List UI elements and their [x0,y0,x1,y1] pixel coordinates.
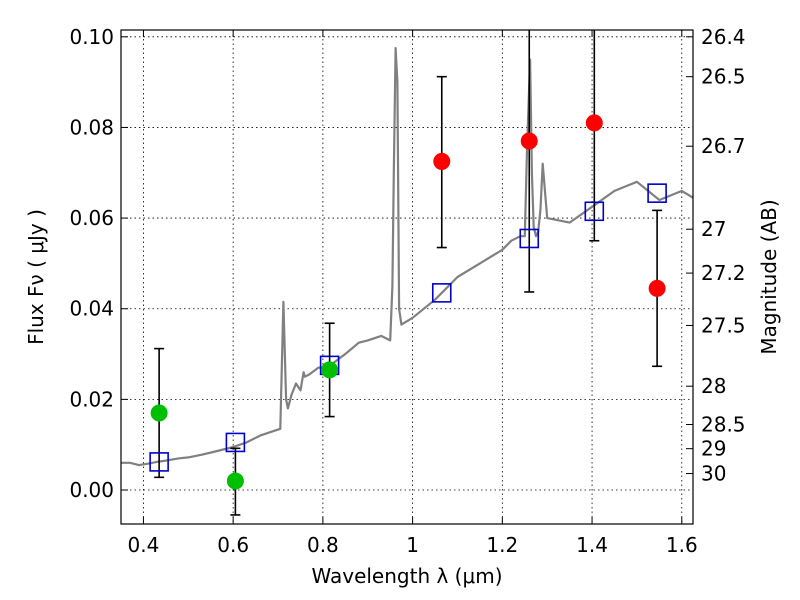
x-axis-label: Wavelength λ (μm) [311,564,502,588]
infrared-point [585,114,603,132]
model-point [431,283,452,303]
model-point [519,228,540,249]
model-point [149,452,169,472]
optical-point [321,361,339,379]
x-tick-label: 1 [406,533,419,557]
model-point [647,183,667,203]
x-tick-label: 1.4 [576,533,608,557]
error-bars [154,30,663,516]
y-tick-label: 0.08 [69,115,114,139]
x-tick-label: 0.8 [307,533,339,557]
spectrum-series [121,47,694,467]
y-tick-label: 0.00 [69,478,114,502]
x-tick-label: 0.4 [128,533,160,557]
infrared-point [648,279,666,297]
y-tick-label: 0.04 [69,297,114,321]
plot-frame [120,29,694,525]
spectrum-line [121,47,694,467]
y-axis-label: Flux Fν ( μJy ) [24,209,48,345]
right-axis-label: Magnitude (AB) [757,199,781,354]
y-tick-label: 0.02 [69,387,114,411]
mag-tick-label: 26.4 [701,25,746,49]
mag-tick-label: 27.2 [701,261,746,285]
x-tick-label: 0.6 [217,533,249,557]
mag-tick-label: 30 [701,462,726,486]
optical-point [150,404,168,422]
mag-tick-label: 28.5 [701,413,746,437]
data-markers [149,114,667,490]
mag-tick-label: 26.5 [701,65,746,89]
infrared-point [520,132,538,150]
mag-tick-label: 27 [701,217,726,241]
mag-tick-label: 28 [701,374,726,398]
infrared-point [433,152,451,170]
optical-point [226,472,244,490]
axis-ticks: 0.4 0.6 0.8 1 1.2 1.4 1.6 0.00 0.02 0.04 0.06 0.08 0… [69,25,745,557]
x-tick-label: 1.6 [666,533,698,557]
x-tick-label: 1.2 [486,533,518,557]
model-point [225,432,246,453]
y-tick-label: 0.06 [69,206,114,230]
mag-tick-label: 27.5 [701,313,746,337]
mag-tick-label: 29 [701,437,726,461]
model-point [584,201,605,222]
y-tick-label: 0.10 [69,25,114,49]
mag-tick-label: 26.7 [701,134,746,158]
grid-lines [121,30,693,524]
